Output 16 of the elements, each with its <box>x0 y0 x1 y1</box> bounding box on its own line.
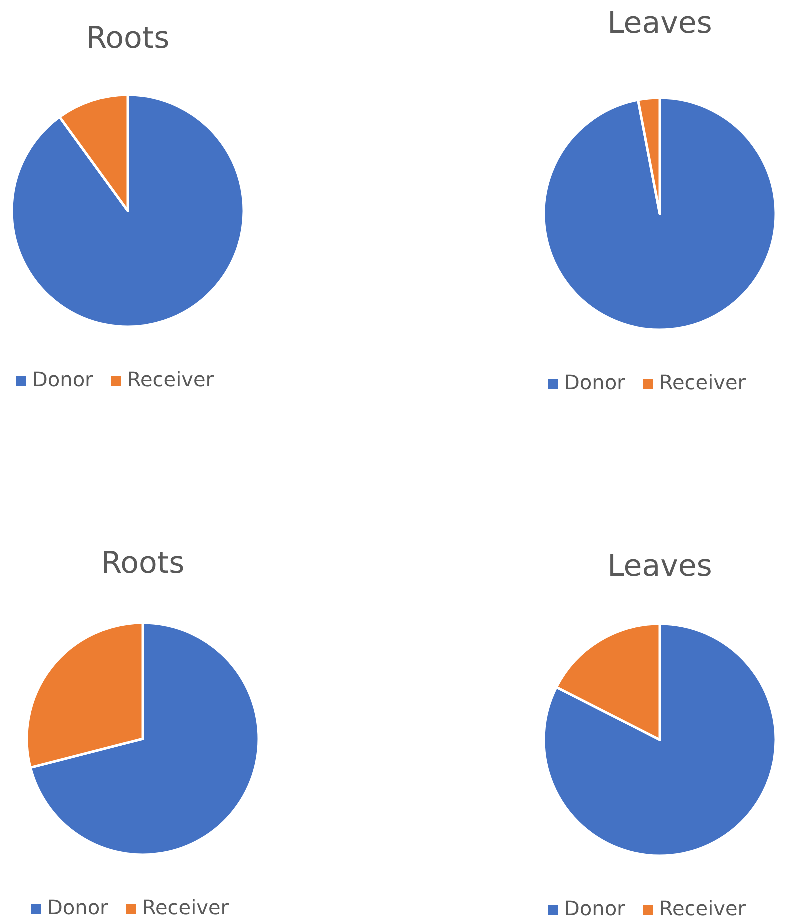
pie-slice <box>10 94 246 328</box>
pie-slice <box>542 622 778 858</box>
legend-label: Receiver <box>660 896 747 920</box>
legend-label: Donor <box>564 896 626 920</box>
legend-label: Receiver <box>660 370 747 394</box>
legend-label: Donor <box>32 367 94 392</box>
pie-slice <box>29 622 260 856</box>
chart-title: Roots <box>86 21 170 56</box>
legend-label: Receiver <box>128 367 215 392</box>
chart-title: Leaves <box>608 6 712 42</box>
legend-label: Donor <box>48 895 110 920</box>
pie-slice <box>542 96 778 332</box>
chart-title: Roots <box>101 546 185 582</box>
chart-title: Leaves <box>608 549 712 584</box>
legend-label: Donor <box>564 370 626 394</box>
legend-label: Receiver <box>142 895 230 920</box>
